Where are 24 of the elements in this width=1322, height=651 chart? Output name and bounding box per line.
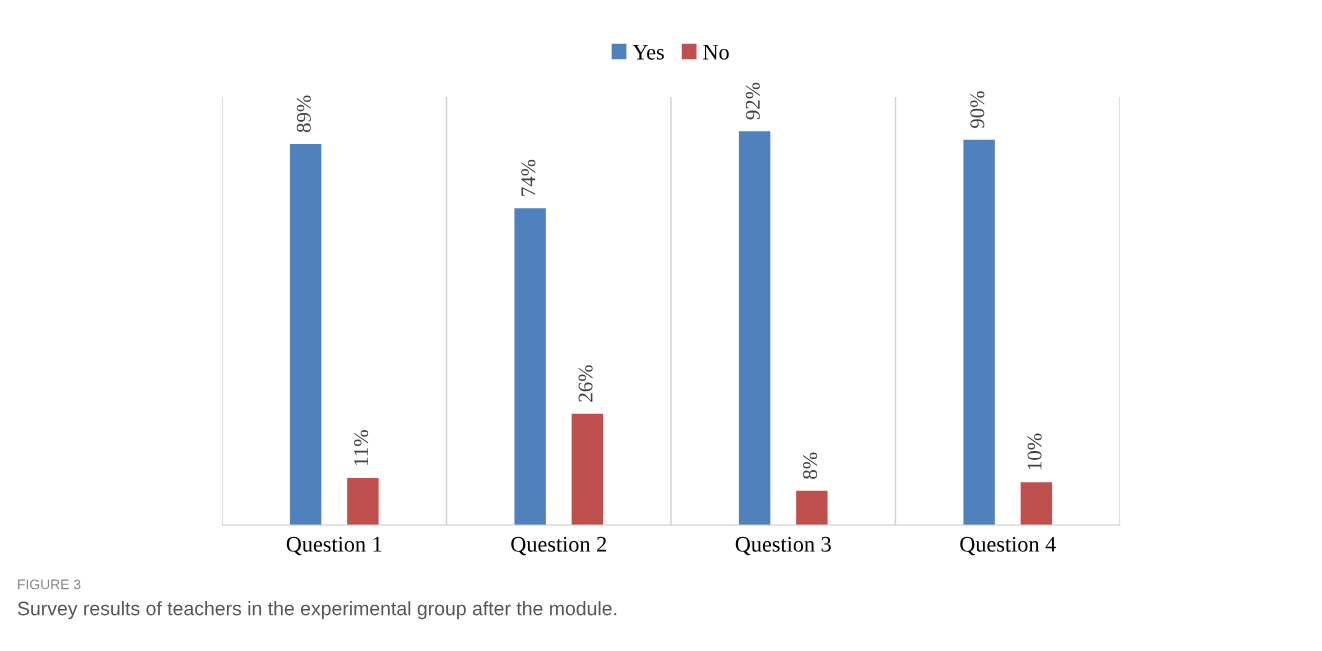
bar: [796, 490, 828, 525]
x-tick-label: Question 4: [960, 536, 1056, 556]
data-label: 89%: [296, 95, 311, 133]
data-label: 26%: [578, 365, 593, 402]
bar: [514, 208, 546, 525]
bar: [289, 144, 322, 525]
data-label: 92%: [745, 82, 760, 120]
caption: FIGURE 3: [18, 579, 81, 590]
x-tick-label: Question 3: [735, 536, 831, 556]
data-label: 11%: [354, 430, 369, 465]
bar: [1020, 482, 1053, 525]
bar: [963, 139, 995, 525]
text: Survey results of teachers in the experimental group after the module.: [17, 601, 617, 620]
data-label: 10%: [1027, 433, 1042, 470]
x-tick-label: Question 2: [511, 536, 606, 556]
data-label: 8%: [803, 452, 818, 479]
bar: [738, 131, 771, 525]
legend-label: No: [703, 44, 729, 60]
data-label: 90%: [970, 91, 985, 129]
data-label: 74%: [521, 159, 536, 196]
legend-label: Yes: [632, 44, 664, 60]
bar: [571, 413, 604, 525]
bar: [347, 477, 379, 525]
x-tick-label: Question 1: [286, 536, 382, 556]
